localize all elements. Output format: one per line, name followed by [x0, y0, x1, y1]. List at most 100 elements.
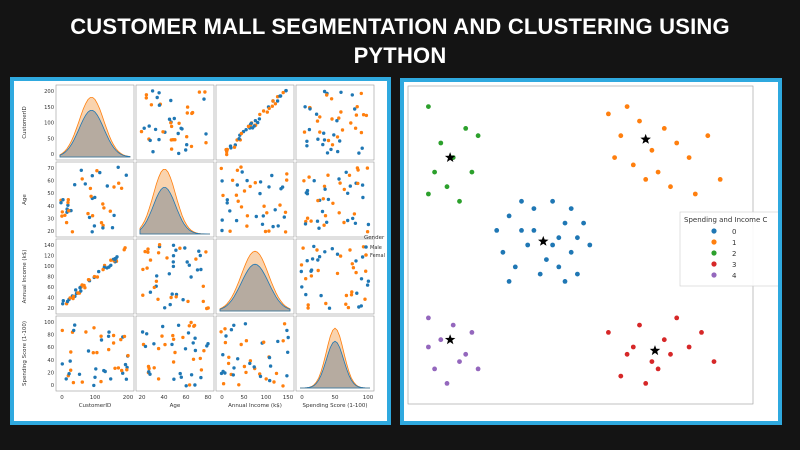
point-female: [236, 199, 240, 203]
x-tick-label: 80: [205, 395, 212, 401]
point-female: [237, 383, 241, 387]
point-male: [304, 292, 308, 297]
point-male: [79, 289, 83, 293]
point-female: [169, 295, 173, 300]
point-male: [189, 275, 193, 279]
cluster-0-point: [494, 228, 500, 233]
point-female: [66, 200, 70, 205]
point-male: [316, 137, 320, 141]
cluster-0-point: [587, 242, 593, 248]
point-male: [206, 342, 210, 346]
point-female: [111, 333, 116, 338]
point-male: [97, 269, 101, 274]
point-male: [112, 213, 116, 218]
point-female: [192, 324, 196, 328]
point-male: [284, 88, 288, 93]
point-female: [185, 111, 189, 115]
cluster-2-point: [475, 133, 481, 139]
cluster-1-point: [717, 177, 723, 182]
legend-label-1: 1: [732, 239, 736, 247]
point-female: [201, 299, 205, 304]
point-male: [353, 221, 358, 225]
point-male: [178, 371, 182, 376]
point-male: [65, 299, 70, 304]
point-male: [195, 268, 200, 272]
point-female: [285, 178, 289, 182]
point-female: [82, 283, 86, 288]
point-male: [286, 335, 290, 340]
legend-male-swatch: [364, 245, 368, 249]
y-tick-label: 0: [51, 152, 54, 158]
point-male: [103, 369, 107, 374]
kde-male: [139, 187, 210, 235]
point-male: [267, 185, 271, 189]
point-female: [324, 301, 328, 306]
point-female: [187, 383, 192, 387]
point-male: [279, 187, 283, 191]
x-tick-label: 50: [332, 395, 339, 401]
point-female: [248, 184, 252, 189]
point-female: [364, 269, 368, 273]
cluster-0-point: [550, 242, 555, 248]
cluster-1-point: [612, 155, 617, 160]
point-male: [92, 224, 97, 228]
cluster-1-point: [668, 184, 673, 190]
point-male: [225, 201, 229, 205]
point-male: [204, 132, 208, 136]
point-male: [252, 365, 256, 369]
point-male: [163, 306, 167, 310]
point-female: [239, 131, 244, 136]
point-female: [177, 121, 181, 125]
point-female: [169, 124, 174, 129]
point-female: [228, 229, 232, 233]
cluster-0-point: [506, 213, 512, 219]
point-female: [197, 90, 202, 94]
point-female: [281, 384, 285, 388]
legend-swatch-3: [711, 261, 717, 267]
point-male: [168, 302, 172, 307]
point-female: [99, 379, 103, 384]
point-female: [338, 254, 343, 258]
point-male: [235, 183, 239, 187]
cluster-0-point: [506, 279, 512, 284]
point-female: [165, 256, 169, 260]
point-male: [99, 338, 104, 342]
y-tick-label: 100: [44, 121, 54, 127]
y-axis-label: Annual Income (k$): [22, 250, 28, 304]
legend-female-label: Femal: [370, 253, 385, 259]
point-female: [265, 110, 269, 114]
point-male: [115, 255, 119, 259]
cluster-4-point: [438, 337, 444, 343]
point-female: [95, 350, 99, 355]
point-female: [350, 262, 354, 266]
cluster-0-point: [581, 220, 586, 226]
point-male: [335, 252, 340, 256]
point-male: [361, 195, 365, 200]
point-female: [315, 248, 319, 252]
point-male: [145, 332, 149, 336]
point-male: [184, 384, 188, 388]
point-male: [61, 299, 65, 303]
point-female: [261, 109, 266, 113]
point-male: [337, 177, 341, 181]
point-male: [243, 322, 248, 326]
point-female: [258, 112, 262, 117]
point-male: [322, 131, 326, 135]
point-male: [193, 383, 197, 387]
y-tick-label: 20: [47, 229, 54, 235]
point-male: [87, 215, 92, 220]
point-male: [350, 93, 354, 97]
point-male: [323, 187, 327, 191]
point-male: [354, 259, 358, 263]
point-male: [167, 272, 171, 276]
point-male: [360, 183, 365, 187]
legend-label-3: 3: [732, 261, 736, 269]
point-male: [303, 105, 307, 109]
point-male: [171, 264, 176, 269]
cluster-0-point: [575, 271, 580, 277]
point-female: [145, 266, 149, 270]
point-female: [283, 230, 288, 234]
point-female: [344, 293, 349, 298]
point-female: [157, 243, 162, 247]
pair-cell: [215, 315, 295, 392]
